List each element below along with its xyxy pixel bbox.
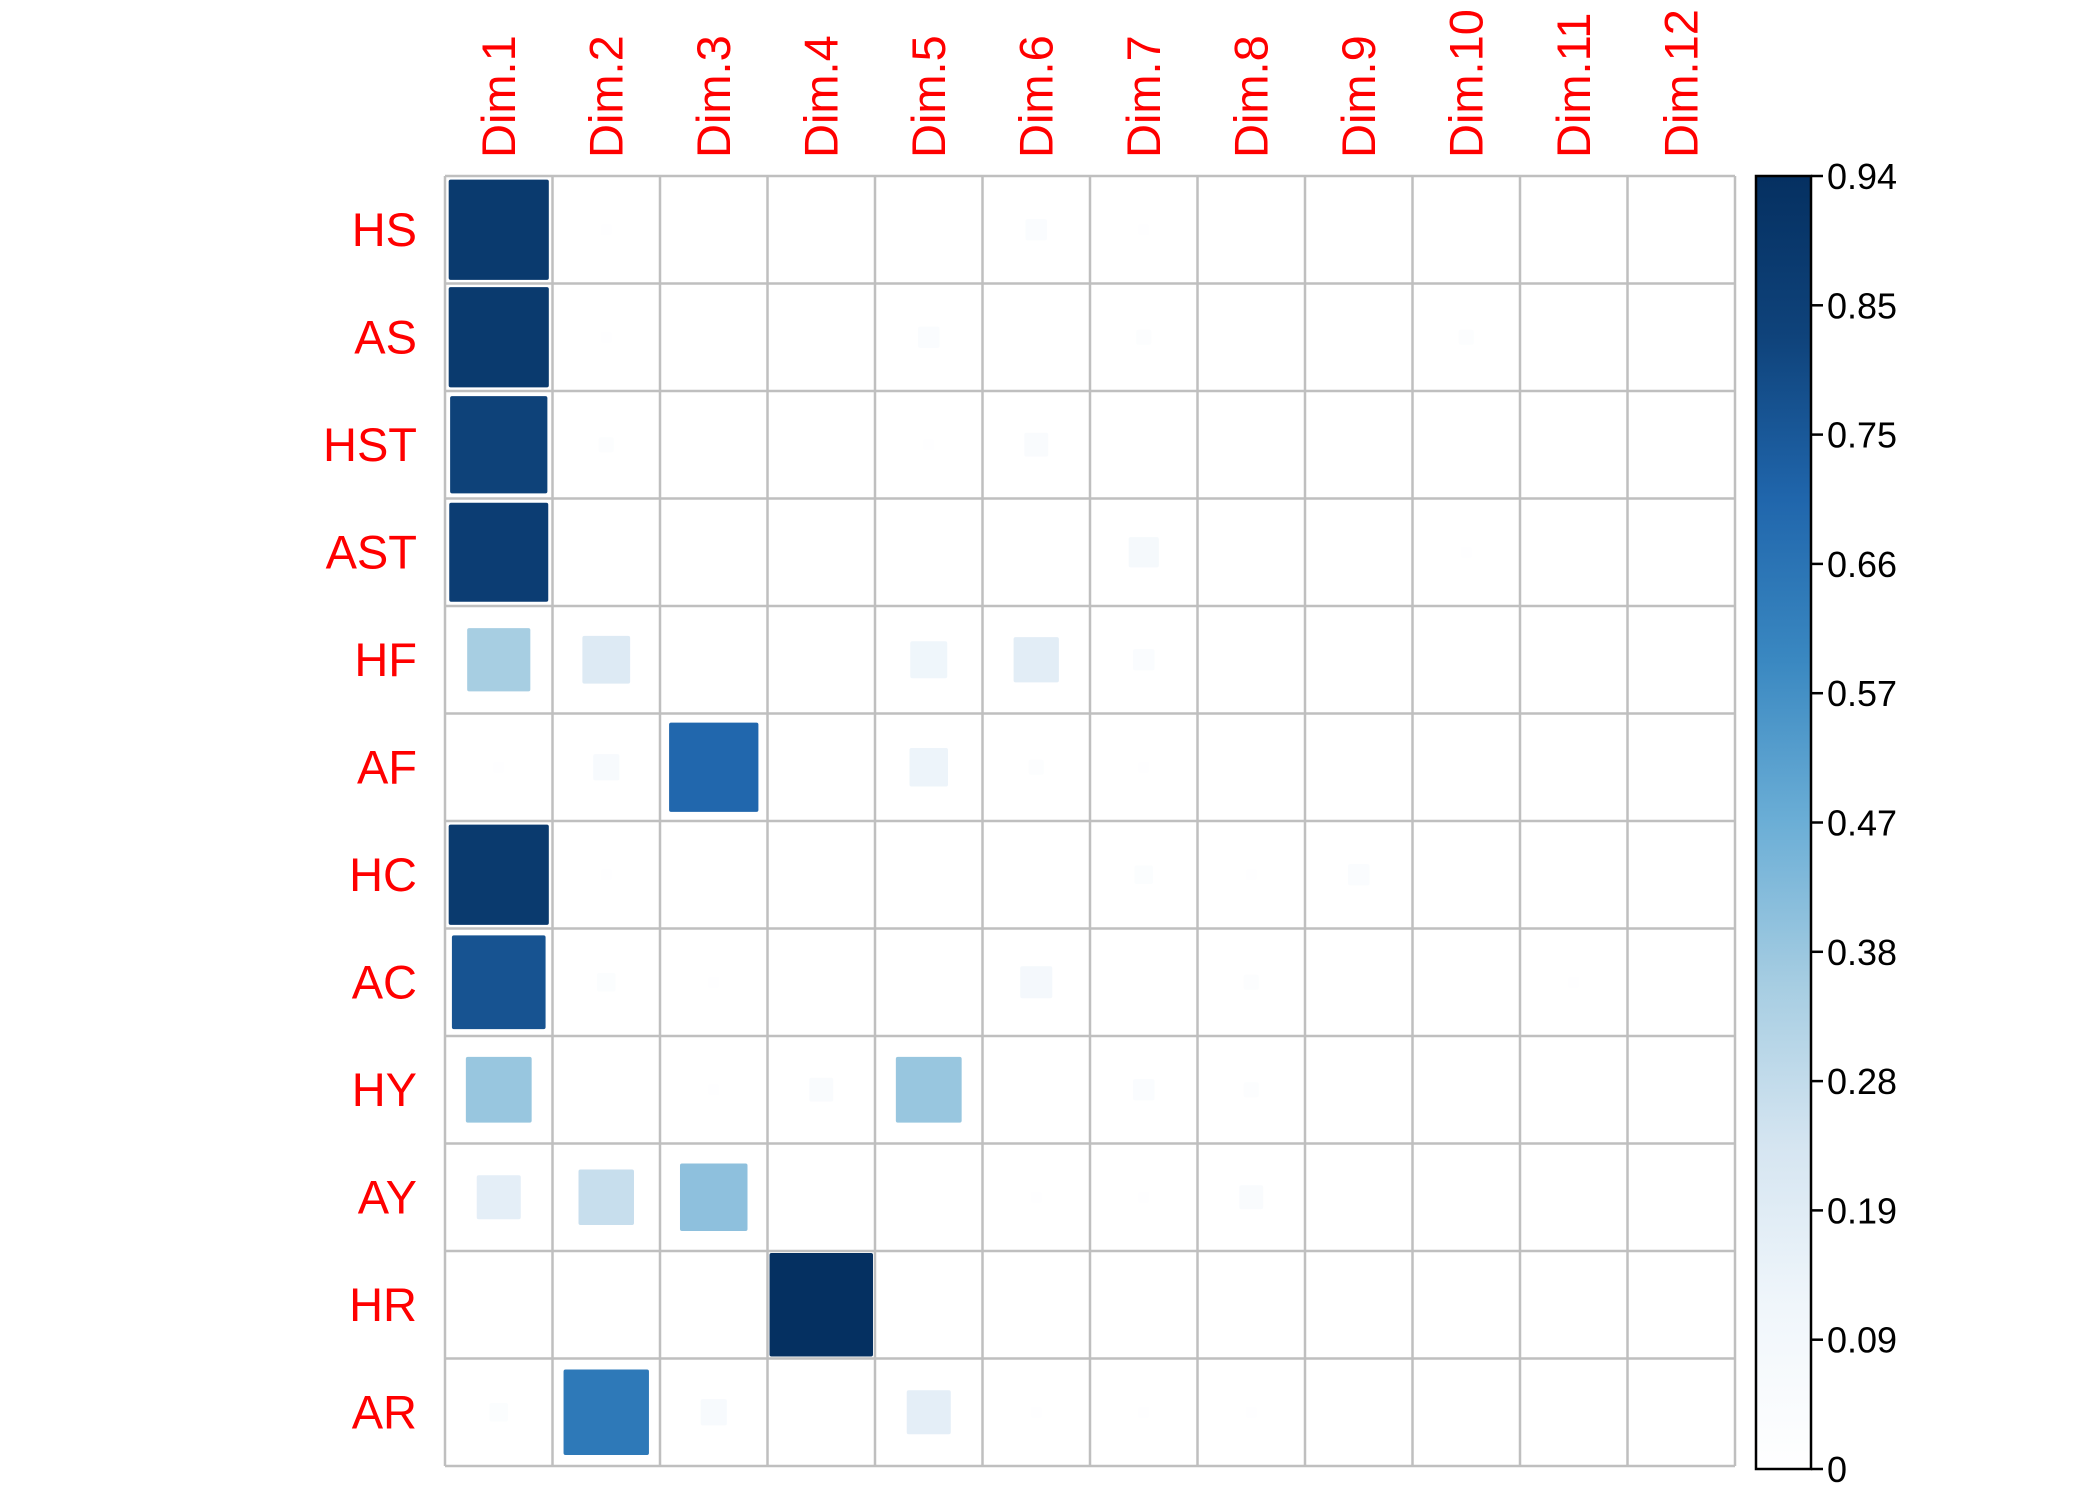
heatmap-cell-hst-dim5 [923,439,935,451]
row-label-ac: AC [352,955,417,1008]
colorbar-tick-label: 0.19 [1827,1190,1897,1231]
column-label-dim8: Dim.8 [1224,35,1277,158]
heatmap-cell-hy-dim4 [809,1077,834,1102]
row-label-hf: HF [354,633,417,686]
heatmap-cell-af-dim6 [1028,759,1044,775]
heatmap-cell-hc-dim2 [600,869,612,881]
heatmap-cell-hst-dim1 [450,396,548,494]
row-label-hr: HR [349,1278,417,1331]
row-label-hc: HC [349,848,417,901]
colorbar-tick-label: 0.66 [1827,544,1897,585]
column-label-dim2: Dim.2 [579,35,632,158]
heatmap-cell-af-dim5 [909,748,948,787]
heatmap-cell-ast-dim1 [449,502,549,602]
row-label-hs: HS [352,203,417,256]
heatmap-cell-ay-dim2 [578,1169,634,1225]
column-label-dim5: Dim.5 [902,35,955,158]
column-label-dim6: Dim.6 [1009,35,1062,158]
heatmap-cell-hc-dim9 [1348,864,1370,886]
column-label-dim7: Dim.7 [1117,35,1170,158]
heatmap-cell-hs-dim7 [1138,224,1150,236]
row-label-hy: HY [352,1063,417,1116]
heatmap-cell-as-dim5 [918,326,940,348]
heatmap-cell-hs-dim1 [448,179,549,280]
column-label-dim11: Dim.11 [1547,13,1600,158]
heatmap-cell-ay-dim8 [1239,1185,1264,1210]
column-label-dim12: Dim.12 [1654,9,1707,158]
column-label-dim9: Dim.9 [1332,35,1385,158]
heatmap-cell-hst-dim2 [598,437,614,453]
heatmap-cell-hy-dim8 [1243,1082,1259,1098]
heatmap-cell-ar-dim8 [1245,1406,1257,1418]
row-label-as: AS [354,310,417,363]
column-label-dim10: Dim.10 [1439,9,1492,158]
heatmap-cell-hs-dim6 [1025,219,1047,241]
heatmap-cell-af-dim1 [493,761,505,773]
heatmap-cell-as-dim2 [600,331,612,343]
heatmap-cell-hc-dim8 [1245,869,1257,881]
heatmap-cell-ac-dim2 [597,973,616,992]
column-label-dim3: Dim.3 [687,35,740,158]
heatmap-cell-hf-dim7 [1133,649,1155,671]
heatmap-cell-ac-dim1 [451,935,546,1030]
heatmap-cell-af-dim7 [1138,761,1150,773]
column-label-dim4: Dim.4 [794,35,847,158]
heatmap-cell-ac-dim3 [708,976,720,988]
heatmap-cell-ar-dim7 [1138,1406,1150,1418]
heatmap-cell-ar-dim2 [563,1369,649,1455]
row-label-ay: AY [358,1170,417,1223]
heatmap-cell-hst-dim6 [1024,432,1049,457]
heatmap-cell-hy-dim7 [1133,1079,1155,1101]
heatmap-cell-hy-dim1 [465,1056,532,1123]
heatmap-cell-hf-dim6 [1013,637,1059,683]
heatmap-cell-ac-dim6 [1020,966,1053,999]
heatmap-cell-ar-dim3 [700,1399,727,1426]
row-label-hst: HST [323,418,417,471]
heatmap-cell-as-dim1 [448,287,549,388]
heatmap-cell-hc-dim1 [448,824,549,925]
colorbar-tick-label: 0.09 [1827,1320,1897,1361]
row-label-ar: AR [352,1385,417,1438]
heatmap-cell-hc-dim7 [1134,865,1153,884]
heatmap-cell-ar-dim5 [906,1390,951,1435]
heatmap-cell-as-dim7 [1136,329,1152,345]
colorbar-tick-label: 0.28 [1827,1061,1897,1102]
heatmap-cell-ay-dim1 [476,1175,521,1220]
column-label-dim1: Dim.1 [472,35,525,158]
heatmap-cell-ay-dim3 [679,1163,748,1232]
colorbar-tick-label: 0.47 [1827,803,1897,844]
heatmap-cell-hy-dim5 [895,1056,962,1123]
colorbar [1754,174,1813,1471]
colorbar-tick-label: 0 [1827,1449,1847,1490]
heatmap-cell-hs-dim2 [600,224,612,236]
heatmap-cell-ay-dim6 [1030,1191,1042,1203]
heatmap-cell-af-dim2 [593,754,620,781]
heatmap-cell-ac-dim8 [1243,974,1259,990]
heatmap-cell-ar-dim1 [489,1403,508,1422]
heatmap-cell-ac-dim11 [1568,976,1580,988]
heatmap-cell-hf-dim1 [467,628,531,692]
heatmap-cell-ar-dim6 [1030,1406,1042,1418]
heatmap-cell-ast-dim10 [1460,546,1472,558]
heatmap-cell-hf-dim2 [582,635,631,684]
heatmap-cells [448,179,1580,1455]
heatmap-cell-as-dim10 [1458,329,1474,345]
colorbar-tick-label: 0.94 [1827,156,1897,197]
row-label-ast: AST [326,525,417,578]
heatmap-cell-ast-dim7 [1128,537,1159,568]
heatmap-cell-hr-dim4 [769,1253,873,1357]
colorbar-tick-label: 0.85 [1827,285,1897,326]
grid-lines [443,174,1737,1468]
row-label-af: AF [357,740,417,793]
heatmap-cell-hy-dim3 [708,1084,720,1096]
heatmap-cell-ay-dim7 [1138,1191,1150,1203]
heatmap-cell-af-dim3 [669,722,759,812]
colorbar-tick-label: 0.38 [1827,932,1897,973]
heatmap-cell-hf-dim5 [910,641,948,679]
colorbar-tick-label: 0.57 [1827,673,1897,714]
colorbar-tick-label: 0.75 [1827,415,1897,456]
